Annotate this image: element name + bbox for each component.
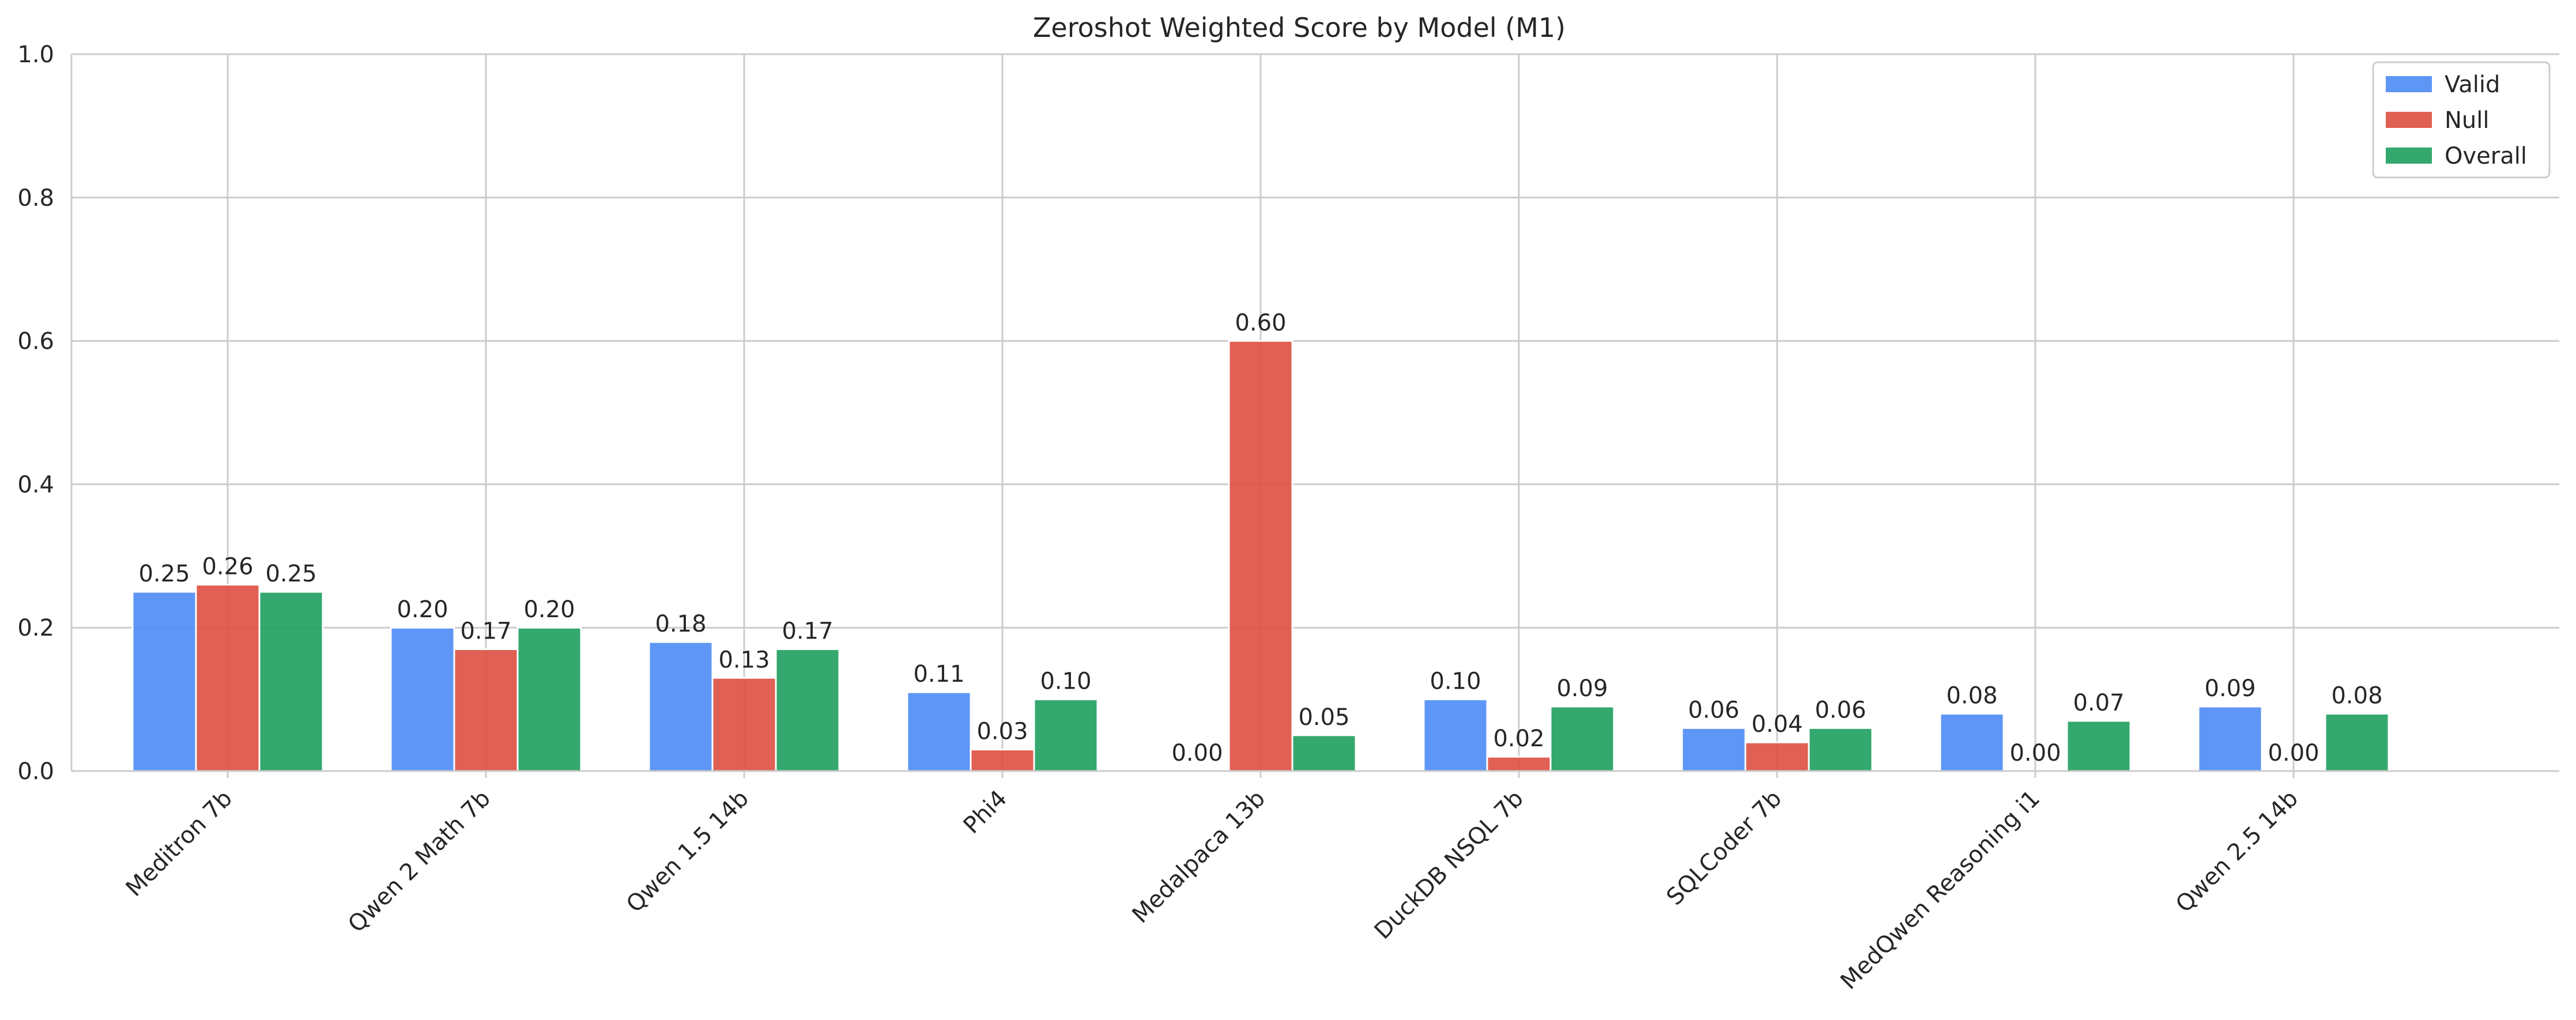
bar-overall bbox=[1808, 727, 1873, 772]
y-tick-label: 0.0 bbox=[17, 758, 54, 785]
bar-null bbox=[1486, 755, 1552, 772]
bar-valid bbox=[906, 691, 972, 772]
x-tick-label: SQLCoder 7b bbox=[1662, 785, 1787, 911]
bar-overall bbox=[1549, 705, 1615, 772]
bar-overall bbox=[516, 626, 582, 772]
value-label-valid: 0.10 bbox=[1430, 668, 1481, 695]
bar-null bbox=[711, 677, 777, 772]
value-label-null: 0.00 bbox=[2268, 740, 2319, 766]
bar-valid bbox=[390, 626, 455, 772]
x-tick-label: Qwen 1.5 14b bbox=[621, 785, 754, 918]
y-tick-label: 0.6 bbox=[17, 328, 54, 355]
legend-swatch-null bbox=[2386, 112, 2432, 128]
value-label-overall: 0.17 bbox=[782, 618, 833, 645]
y-tick-label: 0.8 bbox=[17, 185, 54, 211]
bars-layer bbox=[131, 340, 2390, 772]
value-label-null: 0.60 bbox=[1235, 310, 1286, 337]
value-label-valid: 0.08 bbox=[1946, 682, 1997, 709]
legend-swatch-valid bbox=[2386, 76, 2432, 92]
value-label-null: 0.17 bbox=[460, 618, 511, 645]
x-tick-label: Medalpaca 13b bbox=[1127, 785, 1270, 929]
bar-valid bbox=[1423, 698, 1488, 772]
value-label-null: 0.02 bbox=[1493, 726, 1544, 752]
legend-label-overall: Overall bbox=[2445, 143, 2527, 169]
value-label-null: 0.03 bbox=[976, 719, 1028, 745]
value-label-valid: 0.25 bbox=[138, 561, 190, 587]
value-label-null: 0.13 bbox=[718, 647, 770, 673]
value-label-valid: 0.20 bbox=[397, 596, 448, 623]
bar-overall bbox=[258, 591, 324, 772]
value-labels-layer: 0.25 0.20 0.18 0.11 0.00 0.10 0.06 0.08 0.09 0.26… bbox=[138, 310, 2382, 766]
value-label-overall: 0.06 bbox=[1815, 697, 1866, 723]
value-label-valid: 0.11 bbox=[913, 661, 964, 687]
bar-overall bbox=[1033, 698, 1099, 772]
bar-overall bbox=[2066, 720, 2132, 772]
value-label-null: 0.00 bbox=[2009, 740, 2061, 766]
bar-valid bbox=[1939, 712, 2005, 772]
value-label-valid: 0.18 bbox=[655, 611, 706, 637]
bar-valid bbox=[648, 641, 714, 772]
legend-swatch-overall bbox=[2386, 148, 2432, 164]
value-label-valid: 0.09 bbox=[2204, 675, 2256, 702]
value-label-overall: 0.10 bbox=[1040, 668, 1091, 695]
bar-overall bbox=[775, 648, 840, 772]
bar-valid bbox=[1681, 727, 1747, 772]
bar-null bbox=[970, 749, 1035, 772]
bar-overall bbox=[2324, 712, 2390, 772]
x-tick-label: Phi4 bbox=[959, 785, 1012, 839]
value-label-valid: 0.06 bbox=[1688, 697, 1739, 723]
x-tick-label: Qwen 2.5 14b bbox=[2171, 785, 2303, 918]
value-label-overall: 0.05 bbox=[1298, 704, 1349, 731]
x-tick-label: Meditron 7b bbox=[121, 785, 237, 902]
grid-layer bbox=[71, 53, 2559, 772]
y-tick-label: 0.2 bbox=[17, 615, 54, 641]
value-label-overall: 0.07 bbox=[2073, 690, 2124, 716]
bar-null bbox=[453, 648, 519, 772]
value-label-valid: 0.00 bbox=[1171, 740, 1223, 766]
x-tick-label: DuckDB NSQL 7b bbox=[1370, 785, 1529, 945]
value-label-overall: 0.08 bbox=[2331, 682, 2382, 709]
bar-overall bbox=[1291, 734, 1357, 772]
legend-label-null: Null bbox=[2445, 107, 2490, 134]
legend-label-valid: Valid bbox=[2445, 71, 2500, 98]
y-tick-label: 0.4 bbox=[17, 471, 54, 498]
value-label-null: 0.26 bbox=[202, 554, 253, 580]
bar-null bbox=[1228, 340, 1293, 772]
bar-null bbox=[195, 584, 261, 772]
legend: Valid Null Overall bbox=[2372, 61, 2551, 179]
value-label-overall: 0.25 bbox=[265, 561, 316, 587]
x-tick-label: MedQwen Reasoning i1 bbox=[1835, 785, 2045, 995]
y-tick-label: 1.0 bbox=[17, 41, 54, 68]
chart-title: Zeroshot Weighted Score by Model (M1) bbox=[1033, 12, 1566, 43]
value-label-null: 0.04 bbox=[1751, 711, 1802, 738]
value-label-overall: 0.20 bbox=[523, 596, 575, 623]
bar-valid bbox=[2197, 705, 2263, 772]
bar-null bbox=[1744, 741, 1810, 772]
bar-valid bbox=[131, 591, 197, 772]
x-tick-label: Qwen 2 Math 7b bbox=[343, 785, 496, 938]
value-label-overall: 0.09 bbox=[1556, 675, 1608, 702]
